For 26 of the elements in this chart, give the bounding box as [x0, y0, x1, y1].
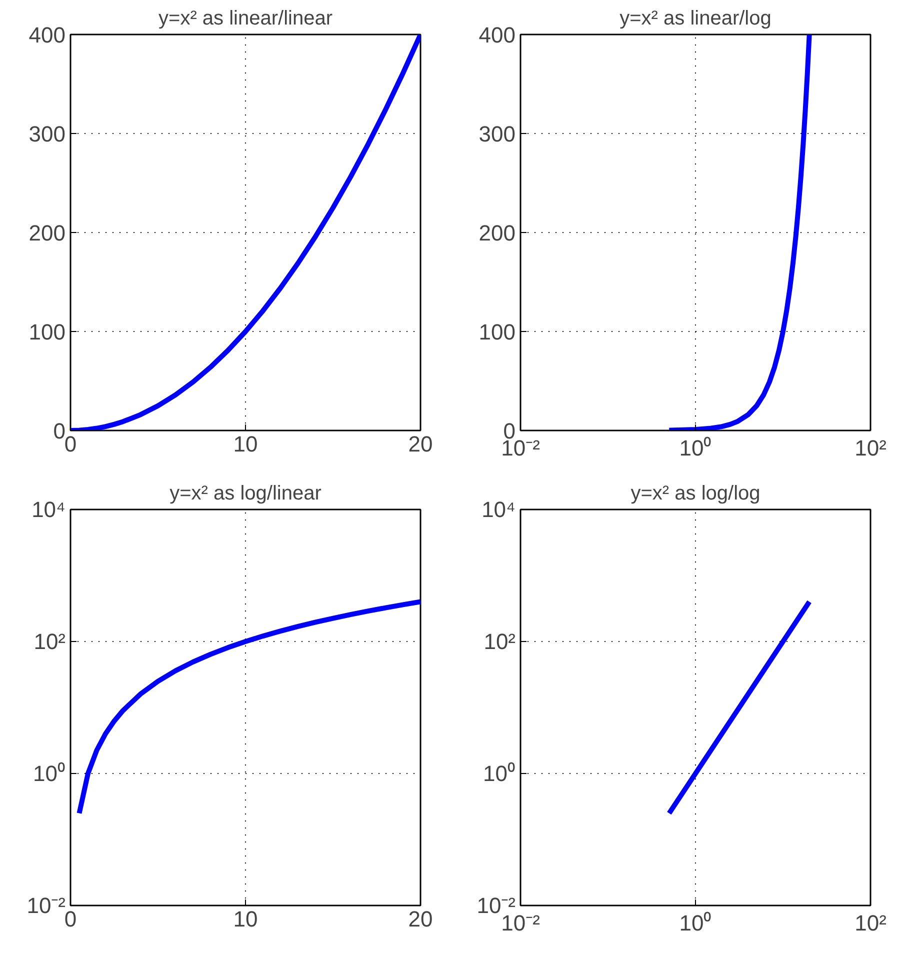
x-tick-label: 20	[408, 906, 433, 932]
y-tick-label: 200	[28, 220, 66, 246]
x-tick-label: 10⁰	[679, 910, 712, 936]
y-tick-label: 10⁰	[33, 761, 66, 786]
y-tick-label: 10²	[34, 629, 66, 654]
chart-title: y=x² as linear/log	[620, 8, 772, 30]
x-tick-label: 10²	[854, 436, 886, 460]
chart-title: y=x² as log/log	[630, 482, 760, 504]
x-tick-label: 10	[233, 432, 258, 456]
chart-title: y=x² as linear/linear	[158, 8, 333, 30]
y-tick-label: 300	[478, 122, 516, 146]
y-tick-label: 10²	[484, 629, 516, 654]
y-tick-label: 400	[28, 22, 66, 48]
y-tick-label: 400	[478, 22, 516, 48]
chart-title: y=x² as log/linear	[170, 482, 322, 504]
x-tick-label: 10⁰	[679, 436, 712, 460]
y-tick-label: 10⁰	[483, 761, 516, 786]
x-tick-label: 10	[233, 906, 258, 932]
x-tick-label: 20	[408, 432, 433, 456]
y-tick-label: 200	[478, 220, 516, 246]
x-tick-label: 10²	[854, 910, 886, 936]
y-tick-label: 100	[478, 320, 516, 344]
y-tick-label: 10⁴	[32, 497, 66, 522]
y-tick-label: 100	[28, 320, 66, 344]
y-tick-label: 300	[28, 122, 66, 146]
y-tick-label: 10⁴	[482, 497, 516, 522]
